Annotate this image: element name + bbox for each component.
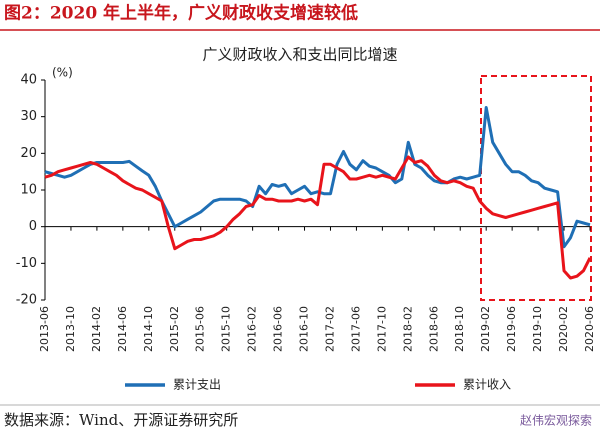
x-tick-label: 2014-02 [90, 306, 103, 352]
x-tick-label: 2014-10 [142, 306, 155, 352]
legend-label: 累计收入 [463, 378, 511, 392]
y-tick-label: -10 [16, 256, 37, 271]
x-tick-label: 2013-06 [38, 306, 51, 352]
source: 数据来源：Wind、开源证券研究所 [4, 411, 238, 429]
x-tick-label: 2016-06 [272, 306, 285, 352]
x-tick-label: 2018-02 [401, 306, 414, 352]
x-tick-label: 2017-06 [349, 306, 362, 352]
x-tick-label: 2016-10 [298, 306, 311, 352]
x-tick-label: 2015-10 [220, 306, 233, 352]
x-tick-label: 2016-02 [246, 306, 259, 352]
x-tick-label: 2020-02 [557, 306, 570, 352]
y-tick-label: -20 [16, 293, 37, 308]
y-tick-label: 0 [29, 219, 37, 234]
x-tick-label: 2018-10 [453, 306, 466, 352]
y-tick-label: 30 [20, 109, 37, 124]
y-tick-label: 10 [20, 183, 37, 198]
page-title: 图2：2020 年上半年，广义财政收支增速较低 [4, 3, 358, 24]
x-tick-label: 2020-06 [583, 306, 596, 352]
watermark: 赵伟宏观探索 [520, 413, 592, 428]
y-tick-label: 20 [20, 146, 37, 161]
x-tick-label: 2015-06 [194, 306, 207, 352]
x-tick-label: 2013-10 [64, 306, 77, 352]
x-tick-label: 2019-06 [505, 306, 518, 352]
legend-label: 累计支出 [173, 378, 221, 392]
x-tick-label: 2015-02 [168, 306, 181, 352]
x-tick-label: 2017-10 [375, 306, 388, 352]
x-tick-label: 2014-06 [116, 306, 129, 352]
x-tick-label: 2018-06 [427, 306, 440, 352]
series-line [44, 106, 591, 249]
x-tick-label: 2019-10 [531, 306, 544, 352]
chart-title: 广义财政收入和支出同比增速 [202, 46, 397, 64]
y-tick-label: 40 [20, 73, 37, 88]
y-unit: (%) [52, 66, 73, 80]
highlight-box [480, 75, 592, 301]
x-tick-label: 2019-02 [479, 306, 492, 352]
series-line [44, 155, 592, 280]
x-tick-label: 2017-02 [323, 306, 336, 352]
